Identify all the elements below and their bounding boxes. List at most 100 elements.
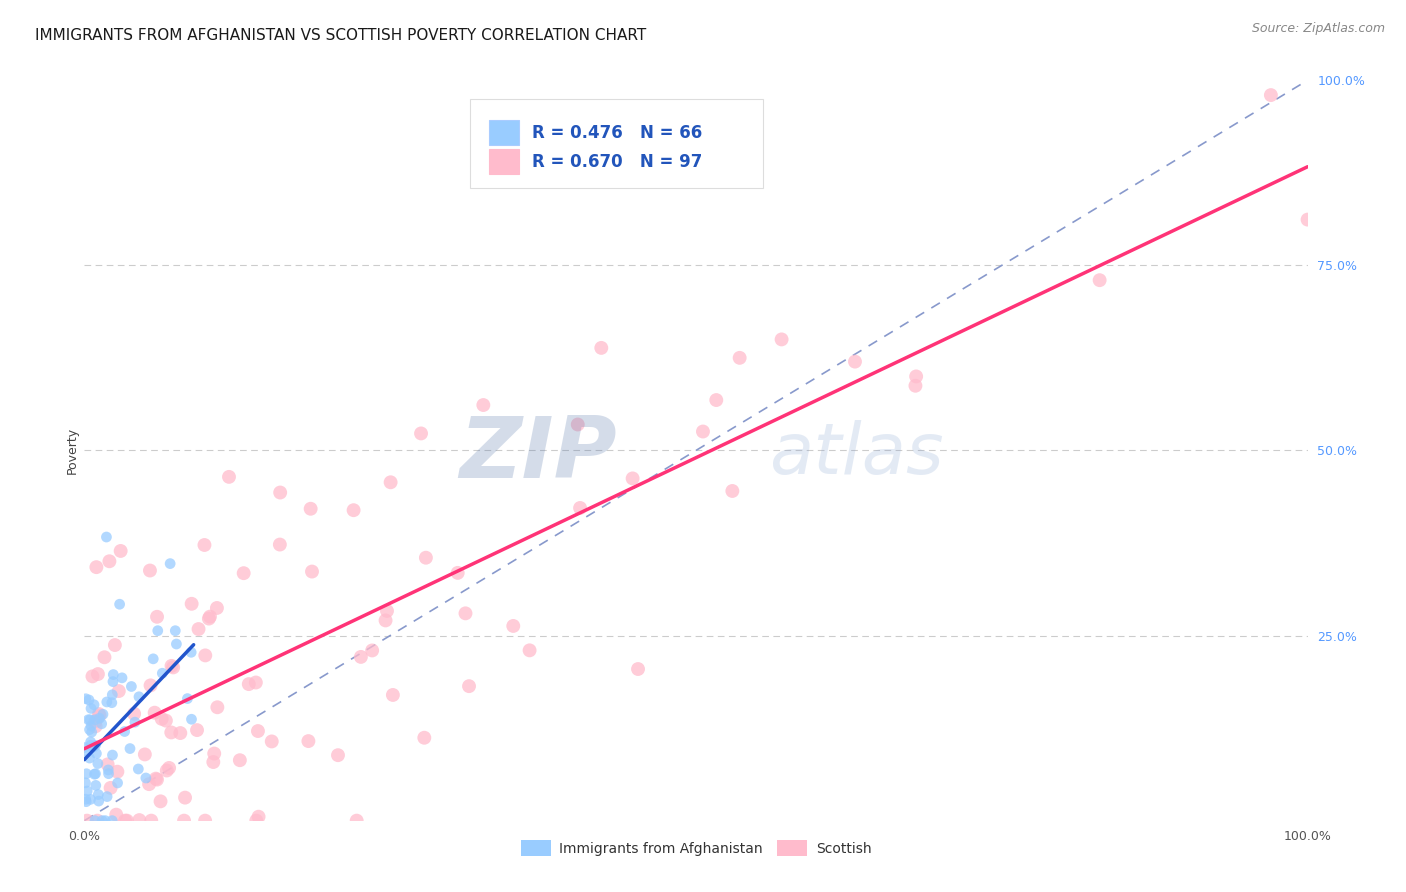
Point: [100, 780, 122, 795]
Point: [704, 392, 727, 407]
Point: [569, 500, 592, 515]
Point: [90, 716, 112, 731]
Text: IMMIGRANTS FROM AFGHANISTAN VS SCOTTISH POVERTY CORRELATION CHART: IMMIGRANTS FROM AFGHANISTAN VS SCOTTISH …: [35, 29, 647, 44]
Point: [180, 597, 202, 611]
Point: [205, 601, 228, 615]
Point: [80, 719, 103, 733]
Point: [447, 566, 470, 580]
Point: [84, 766, 107, 780]
Point: [101, 696, 124, 710]
Point: [118, 741, 141, 756]
Point: [458, 679, 481, 693]
Point: [621, 471, 644, 485]
Point: [229, 753, 252, 767]
Point: [103, 667, 125, 681]
Point: [180, 712, 202, 726]
Point: [627, 662, 650, 676]
Point: [193, 538, 215, 552]
Point: [97, 766, 120, 780]
Point: [350, 649, 373, 664]
Point: [87, 756, 110, 771]
Point: [905, 369, 928, 384]
Point: [122, 706, 145, 721]
Point: [157, 761, 180, 775]
Point: [245, 814, 267, 828]
Point: [413, 731, 436, 745]
Point: [297, 734, 319, 748]
Point: [138, 777, 160, 791]
Point: [375, 604, 398, 618]
Point: [73, 740, 96, 755]
Point: [83, 713, 105, 727]
Point: [79, 735, 101, 749]
Point: [146, 772, 169, 787]
Point: [146, 609, 169, 624]
Point: [202, 755, 225, 769]
Point: [75, 795, 97, 809]
Point: [173, 814, 195, 828]
Point: [1088, 273, 1111, 287]
Point: [104, 638, 127, 652]
Point: [150, 666, 173, 681]
Point: [567, 417, 589, 432]
Point: [76, 784, 98, 798]
Point: [143, 706, 166, 720]
Point: [1260, 88, 1282, 103]
Point: [198, 609, 221, 624]
Point: [105, 764, 128, 779]
Point: [89, 708, 111, 723]
Point: [114, 724, 136, 739]
Point: [194, 648, 217, 663]
Text: atlas: atlas: [769, 419, 943, 489]
Point: [82, 669, 104, 683]
Text: R = 0.476   N = 66: R = 0.476 N = 66: [531, 124, 703, 142]
Point: [86, 814, 108, 828]
Point: [101, 814, 124, 828]
Point: [96, 695, 118, 709]
Point: [79, 723, 101, 737]
Point: [87, 667, 110, 681]
Point: [198, 611, 221, 625]
Point: [87, 706, 110, 721]
Point: [87, 788, 110, 802]
Point: [101, 674, 124, 689]
Point: [76, 814, 98, 828]
Point: [86, 560, 108, 574]
Point: [84, 714, 107, 729]
Text: R = 0.670   N = 97: R = 0.670 N = 97: [531, 153, 703, 170]
Point: [326, 748, 349, 763]
Y-axis label: Poverty: Poverty: [66, 427, 79, 474]
Point: [502, 619, 524, 633]
Point: [269, 537, 291, 551]
Point: [139, 564, 162, 578]
Point: [169, 726, 191, 740]
Point: [79, 792, 101, 806]
Point: [146, 624, 169, 638]
Point: [91, 707, 114, 722]
Point: [247, 810, 270, 824]
Legend: Immigrants from Afghanistan, Scottish: Immigrants from Afghanistan, Scottish: [515, 835, 877, 862]
Point: [83, 739, 105, 754]
Point: [94, 814, 117, 828]
Point: [238, 677, 260, 691]
FancyBboxPatch shape: [470, 99, 763, 187]
Point: [160, 725, 183, 739]
Point: [101, 688, 124, 702]
Point: [83, 698, 105, 712]
Point: [202, 747, 225, 761]
Point: [134, 747, 156, 762]
Point: [77, 693, 100, 707]
Point: [83, 767, 105, 781]
FancyBboxPatch shape: [489, 120, 519, 145]
Point: [84, 814, 107, 828]
Point: [207, 700, 229, 714]
Point: [591, 341, 613, 355]
Point: [91, 814, 114, 828]
Point: [111, 671, 134, 685]
Point: [728, 351, 751, 365]
Point: [299, 501, 322, 516]
Point: [84, 719, 107, 733]
Point: [79, 751, 101, 765]
Point: [176, 691, 198, 706]
Point: [150, 712, 173, 726]
